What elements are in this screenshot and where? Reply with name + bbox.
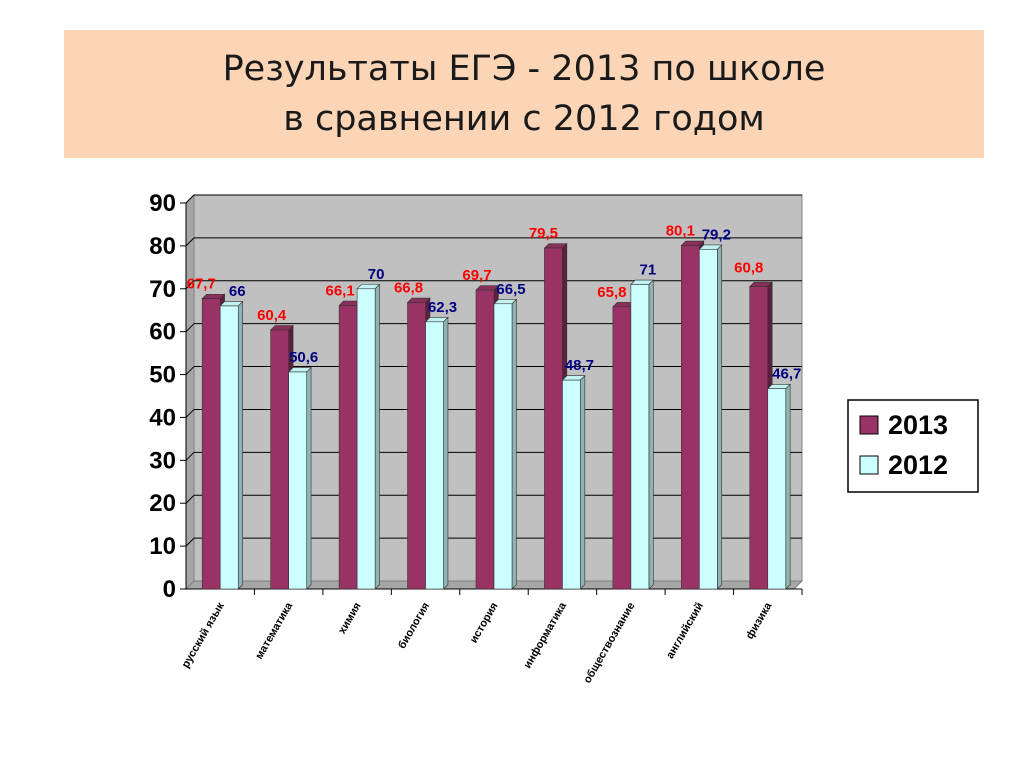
plot-side-wall: [185, 193, 195, 591]
legend-swatch-2012: [859, 455, 879, 475]
bar-2013: [270, 329, 289, 590]
bar-2013: [338, 305, 358, 590]
category-label: русский язык: [180, 600, 227, 670]
data-label-2013: 60,8: [734, 260, 763, 277]
data-label-2012: 50,6: [289, 349, 318, 366]
title-banner: Результаты ЕГЭ - 2013 по школе в сравнен…: [64, 30, 984, 158]
bar-2012: [356, 288, 376, 590]
gridline-side: [185, 323, 195, 333]
legend-label-2012: 2012: [888, 450, 948, 480]
category-label: информатика: [522, 600, 570, 671]
bar-side-2012: [785, 383, 791, 590]
bar-side-2012: [511, 298, 517, 590]
data-label-2013: 66,1: [326, 283, 355, 300]
category-label: математика: [253, 600, 296, 662]
data-label-2013: 80,1: [666, 222, 695, 239]
category-label: обществознание: [581, 601, 637, 686]
bar-side-2012: [580, 375, 586, 590]
y-tick-label: 30: [149, 447, 176, 474]
data-label-2012: 70: [368, 266, 385, 283]
bar-2013: [201, 298, 221, 590]
data-label-2012: 79,2: [702, 226, 731, 243]
bar-side-2012: [648, 279, 654, 590]
data-label-2012: 71: [640, 261, 657, 278]
y-tick-label: 80: [149, 233, 176, 260]
gridline-side: [185, 280, 195, 290]
data-label-2013: 66,8: [394, 280, 423, 297]
data-label-2013: 65,8: [597, 284, 626, 301]
gridline-side: [185, 409, 195, 418]
bar-2012: [219, 305, 239, 590]
title-line-1: Результаты ЕГЭ - 2013 по школе: [222, 49, 826, 89]
bar-2013: [612, 306, 632, 590]
gridline-side: [185, 451, 195, 461]
y-tick-label: 20: [149, 490, 176, 517]
data-label-2013: 60,4: [257, 307, 287, 324]
bar-side-2012: [443, 316, 449, 590]
legend-box: [847, 399, 979, 493]
bar-2013: [544, 247, 563, 590]
y-tick-label: 90: [149, 190, 176, 217]
gridline-side: [185, 194, 195, 204]
bar-side-2012: [306, 366, 312, 590]
data-label-2012: 66,5: [496, 281, 525, 298]
bar-2012: [425, 321, 444, 590]
y-tick-label: 40: [149, 404, 176, 431]
bar-2013: [475, 289, 495, 590]
y-tick-label: 70: [149, 276, 176, 303]
gridline-side: [185, 366, 195, 375]
bar-side-2012: [374, 283, 380, 590]
bar-2012: [767, 388, 787, 590]
legend-label-2013: 2013: [888, 410, 948, 440]
bar-2012: [493, 303, 513, 590]
category-label: физика: [744, 600, 775, 642]
data-label-2012: 48,7: [565, 357, 594, 374]
bar-2012: [630, 284, 650, 590]
bar-2012: [288, 371, 307, 590]
bar-side-2012: [237, 300, 243, 590]
y-tick-label: 0: [163, 576, 176, 603]
bar-2013: [407, 302, 426, 590]
category-label: биология: [396, 601, 432, 651]
bar-side-2012: [717, 244, 723, 590]
bar-2013: [749, 286, 769, 590]
data-label-2013: 69,7: [462, 267, 491, 284]
category-label: английский: [664, 601, 706, 661]
data-label-2012: 66: [229, 283, 246, 300]
y-tick-label: 50: [149, 362, 176, 389]
data-label-2012: 62,3: [428, 299, 457, 316]
category-label: история: [468, 601, 501, 646]
bar-2013: [681, 245, 700, 590]
y-tick-label: 10: [149, 533, 176, 560]
bar-2012: [699, 249, 718, 590]
category-label: химия: [336, 601, 363, 637]
y-tick-label: 60: [149, 319, 176, 346]
title-line-2: в сравнении с 2012 годом: [283, 99, 765, 139]
gridline-side: [185, 494, 195, 504]
gridline-side: [185, 237, 195, 247]
data-label-2012: 46,7: [772, 366, 801, 383]
data-label-2013: 79,5: [529, 225, 558, 242]
bar-2012: [562, 379, 581, 590]
data-label-2013: 67,7: [187, 276, 216, 293]
gridline-side: [185, 537, 195, 547]
legend-swatch-2013: [859, 415, 879, 435]
